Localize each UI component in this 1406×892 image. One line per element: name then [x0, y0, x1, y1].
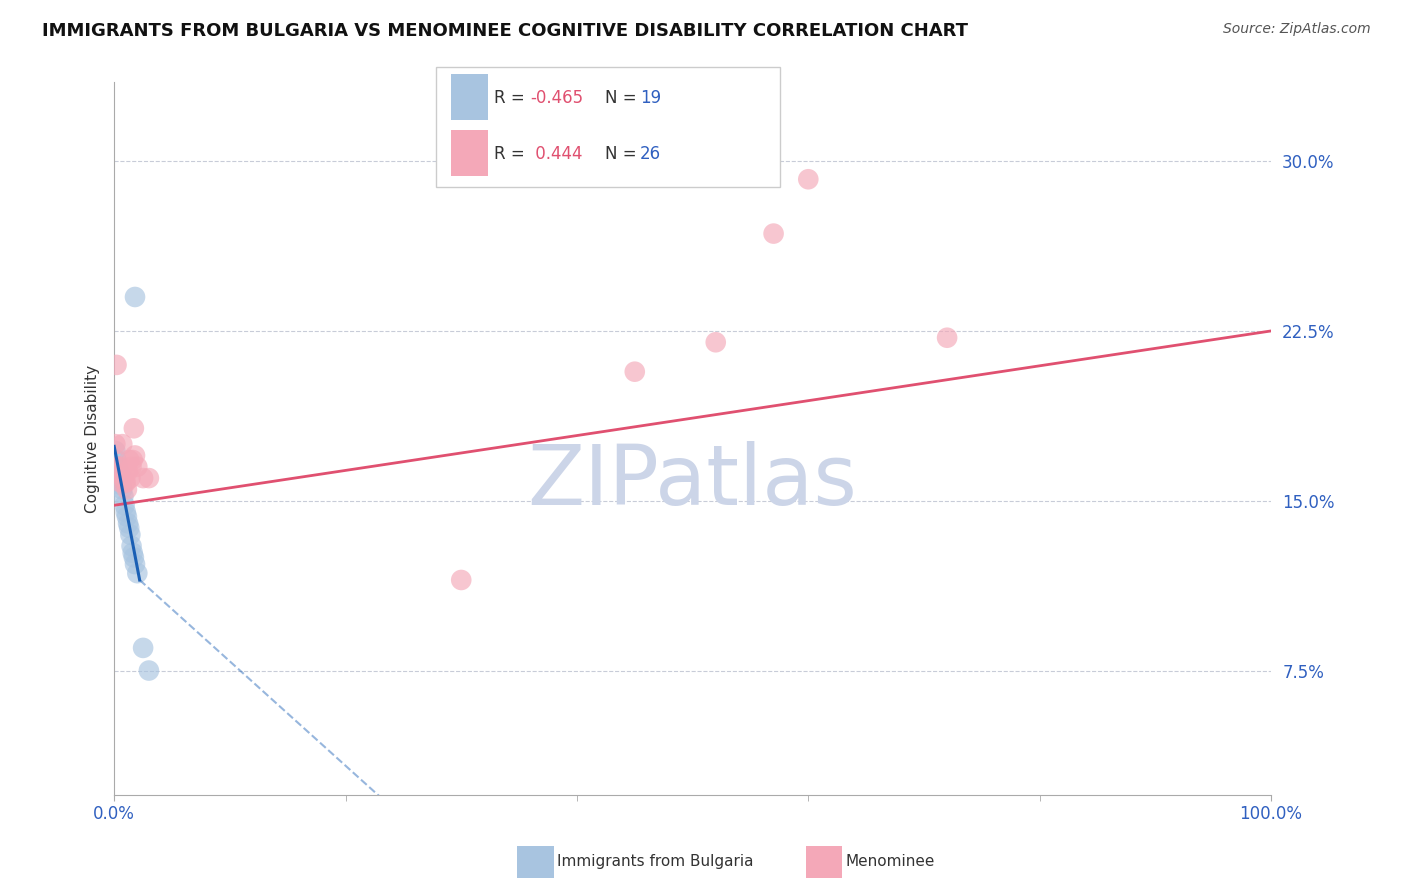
Point — [118, 453, 141, 467]
Point — [132, 471, 155, 485]
Text: -0.465: -0.465 — [530, 89, 583, 107]
Point — [105, 453, 128, 467]
Point — [797, 172, 820, 186]
Text: 26: 26 — [640, 145, 661, 163]
Point — [107, 459, 129, 474]
Point — [122, 550, 145, 565]
Point — [936, 331, 959, 345]
Text: ZIPatlas: ZIPatlas — [527, 441, 858, 522]
Text: N =: N = — [605, 145, 641, 163]
Point — [124, 449, 146, 463]
Point — [117, 464, 139, 478]
Point — [138, 664, 160, 678]
Text: IMMIGRANTS FROM BULGARIA VS MENOMINEE COGNITIVE DISABILITY CORRELATION CHART: IMMIGRANTS FROM BULGARIA VS MENOMINEE CO… — [42, 22, 969, 40]
Point — [105, 358, 128, 372]
Point — [108, 467, 131, 481]
Point — [704, 335, 727, 350]
Point — [114, 498, 136, 512]
Point — [118, 521, 141, 535]
Point — [112, 489, 135, 503]
Point — [762, 227, 785, 241]
Point — [115, 483, 138, 497]
Point — [121, 453, 143, 467]
Point — [132, 640, 155, 655]
Point — [120, 471, 142, 485]
Point — [112, 471, 135, 485]
Point — [121, 539, 143, 553]
Y-axis label: Cognitive Disability: Cognitive Disability — [86, 365, 100, 513]
Point — [623, 365, 645, 379]
Text: R =: R = — [494, 145, 530, 163]
Point — [138, 471, 160, 485]
Point — [127, 459, 149, 474]
Text: N =: N = — [605, 89, 641, 107]
Point — [124, 290, 146, 304]
Point — [121, 546, 143, 560]
Text: R =: R = — [494, 89, 530, 107]
Point — [114, 505, 136, 519]
Point — [115, 509, 138, 524]
Point — [127, 566, 149, 581]
Point — [108, 471, 131, 485]
Point — [114, 475, 136, 490]
Point — [117, 516, 139, 531]
Text: 19: 19 — [640, 89, 661, 107]
Point — [110, 478, 132, 492]
Point — [114, 475, 136, 490]
Text: Menominee: Menominee — [845, 855, 935, 869]
Point — [110, 475, 132, 490]
Point — [111, 437, 134, 451]
Point — [104, 444, 127, 458]
Point — [104, 437, 127, 451]
Point — [124, 557, 146, 571]
Point — [122, 421, 145, 435]
Point — [120, 527, 142, 541]
Point — [108, 459, 131, 474]
Point — [450, 573, 472, 587]
Text: Immigrants from Bulgaria: Immigrants from Bulgaria — [557, 855, 754, 869]
Point — [107, 459, 129, 474]
Point — [108, 467, 131, 481]
Text: Source: ZipAtlas.com: Source: ZipAtlas.com — [1223, 22, 1371, 37]
Point — [111, 483, 134, 497]
Point — [121, 459, 143, 474]
Text: 0.444: 0.444 — [530, 145, 582, 163]
